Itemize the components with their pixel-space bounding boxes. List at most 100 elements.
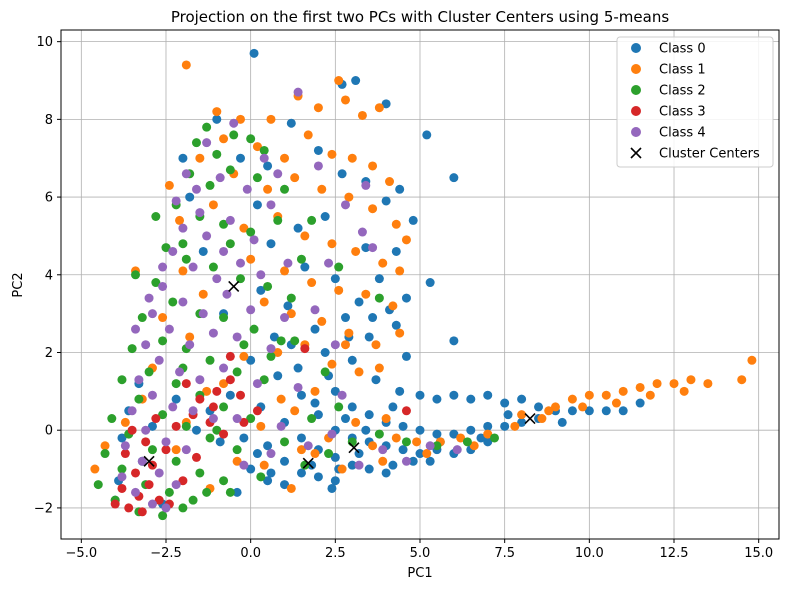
- data-point: [517, 410, 527, 420]
- data-point: [147, 390, 157, 400]
- data-point: [202, 122, 212, 132]
- legend-label: Class 3: [659, 105, 706, 120]
- data-point: [456, 433, 466, 443]
- data-point: [432, 429, 442, 439]
- data-point: [219, 429, 229, 439]
- data-point: [398, 445, 408, 455]
- data-point: [567, 394, 577, 404]
- data-point: [141, 340, 151, 350]
- data-point: [232, 445, 242, 455]
- data-point: [158, 262, 168, 272]
- data-point: [191, 184, 201, 194]
- data-point: [127, 425, 137, 435]
- data-point: [131, 468, 141, 478]
- data-point: [296, 390, 306, 400]
- series-class-1: [90, 60, 757, 493]
- data-point: [249, 48, 259, 58]
- data-point: [249, 324, 259, 334]
- data-point: [219, 134, 229, 144]
- data-point: [395, 266, 405, 276]
- data-point: [534, 402, 544, 412]
- data-point: [208, 262, 218, 272]
- data-point: [469, 441, 479, 451]
- data-point: [185, 340, 195, 350]
- data-point: [219, 363, 229, 373]
- data-point: [219, 219, 229, 229]
- x-tick-label: −2.5: [150, 546, 182, 561]
- data-point: [134, 394, 144, 404]
- data-point: [337, 390, 347, 400]
- data-point: [635, 398, 645, 408]
- data-point: [286, 483, 296, 493]
- x-tick-label: −5.0: [66, 546, 98, 561]
- data-point: [686, 375, 696, 385]
- data-point: [178, 223, 188, 233]
- data-point: [320, 367, 330, 377]
- data-point: [324, 258, 334, 268]
- data-point: [252, 406, 262, 416]
- data-point: [191, 425, 201, 435]
- data-point: [303, 130, 313, 140]
- data-point: [259, 153, 269, 163]
- data-point: [327, 239, 337, 249]
- data-point: [645, 390, 655, 400]
- data-point: [432, 394, 442, 404]
- data-point: [347, 460, 357, 470]
- y-tick-label: 10: [36, 35, 53, 50]
- data-point: [327, 483, 337, 493]
- data-point: [449, 429, 459, 439]
- data-point: [324, 449, 334, 459]
- data-point: [462, 437, 472, 447]
- data-point: [171, 394, 181, 404]
- x-tick-label: 2.5: [325, 546, 346, 561]
- data-point: [181, 254, 191, 264]
- data-point: [422, 130, 432, 140]
- data-point: [205, 433, 215, 443]
- data-point: [202, 231, 212, 241]
- legend-entry: Class 2: [631, 84, 706, 99]
- data-point: [273, 371, 283, 381]
- data-point: [415, 449, 425, 459]
- data-point: [557, 417, 567, 427]
- data-point: [364, 332, 374, 342]
- data-point: [266, 449, 276, 459]
- x-tick-label: 10.0: [575, 546, 604, 561]
- data-point: [141, 437, 151, 447]
- data-point: [364, 464, 374, 474]
- data-point: [317, 316, 327, 326]
- data-point: [361, 180, 371, 190]
- data-point: [117, 464, 127, 474]
- data-point: [368, 313, 378, 323]
- data-point: [164, 487, 174, 497]
- data-point: [195, 394, 205, 404]
- y-tick-label: 2: [45, 346, 53, 361]
- data-point: [90, 464, 100, 474]
- data-point: [618, 386, 628, 396]
- data-point: [151, 212, 161, 222]
- data-point: [293, 223, 303, 233]
- data-point: [280, 437, 290, 447]
- data-point: [401, 456, 411, 466]
- data-point: [178, 239, 188, 249]
- data-point: [239, 223, 249, 233]
- legend-marker: [630, 147, 642, 159]
- data-point: [347, 402, 357, 412]
- data-point: [537, 414, 547, 424]
- data-point: [158, 511, 168, 521]
- x-axis-label: PC1: [407, 566, 432, 581]
- data-point: [147, 445, 157, 455]
- data-point: [466, 425, 476, 435]
- data-point: [344, 192, 354, 202]
- data-point: [131, 324, 141, 334]
- data-point: [703, 379, 713, 389]
- data-point: [395, 386, 405, 396]
- data-point: [171, 379, 181, 389]
- data-point: [280, 266, 290, 276]
- data-point: [293, 363, 303, 373]
- data-point: [544, 406, 554, 416]
- x-tick-label: 5.0: [410, 546, 431, 561]
- data-point: [202, 386, 212, 396]
- data-point: [236, 114, 245, 124]
- cluster-center-marker: [143, 455, 155, 467]
- data-point: [137, 456, 147, 466]
